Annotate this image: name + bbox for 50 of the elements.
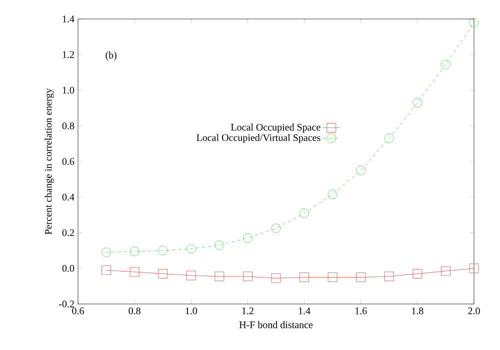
point [158, 269, 168, 278]
y-tick-label: 0.0 [62, 264, 74, 272]
y-tick-label: -0.2 [59, 300, 74, 308]
point [271, 273, 281, 283]
y-tick-label: 0.6 [62, 158, 74, 165]
point [243, 272, 252, 282]
point [271, 224, 281, 233]
y-tick-label: 1.4 [62, 16, 74, 22]
point [441, 266, 450, 276]
x-tick-label: 1.2 [242, 308, 254, 314]
x-axis-title: H-F bond distance [239, 321, 313, 328]
point [356, 272, 366, 282]
point [130, 246, 140, 256]
x-tick-label: 1.6 [355, 308, 367, 314]
point [384, 272, 394, 282]
point [102, 248, 111, 258]
x-tick-label: 0.6 [72, 308, 84, 314]
point [300, 208, 309, 218]
point [214, 240, 224, 250]
point [186, 270, 196, 280]
point [469, 18, 479, 28]
x-tick-label: 0.8 [128, 308, 140, 314]
annotation: (b) [106, 52, 117, 61]
point [186, 244, 196, 254]
point [158, 246, 168, 256]
x-tick-label: 1.4 [298, 308, 310, 314]
point [328, 190, 338, 200]
y-tick-label: 0.8 [62, 122, 74, 130]
y-tick-label: 1.0 [62, 86, 74, 94]
point [356, 166, 366, 176]
y-tick-label: 0.2 [62, 229, 74, 236]
point [214, 272, 224, 282]
point [243, 233, 252, 243]
point [412, 269, 422, 278]
point [300, 272, 309, 282]
y-tick-label: 0.4 [62, 194, 74, 201]
point [130, 267, 140, 277]
point [441, 60, 450, 70]
x-tick-label: 1.0 [186, 308, 198, 314]
legend-label: Local Occupied Space [230, 124, 320, 133]
x-tick-label: 1.8 [412, 308, 424, 314]
point [102, 265, 111, 275]
point [328, 272, 338, 282]
point [469, 264, 479, 274]
y-axis-title: Percent change in correlation energy [44, 88, 54, 234]
legend-label: Local Occupied/Virtual Spaces [196, 134, 320, 144]
y-tick-label: 1.2 [62, 51, 74, 58]
point [384, 134, 394, 144]
point [412, 98, 422, 108]
x-tick-label: 2.0 [468, 308, 480, 314]
